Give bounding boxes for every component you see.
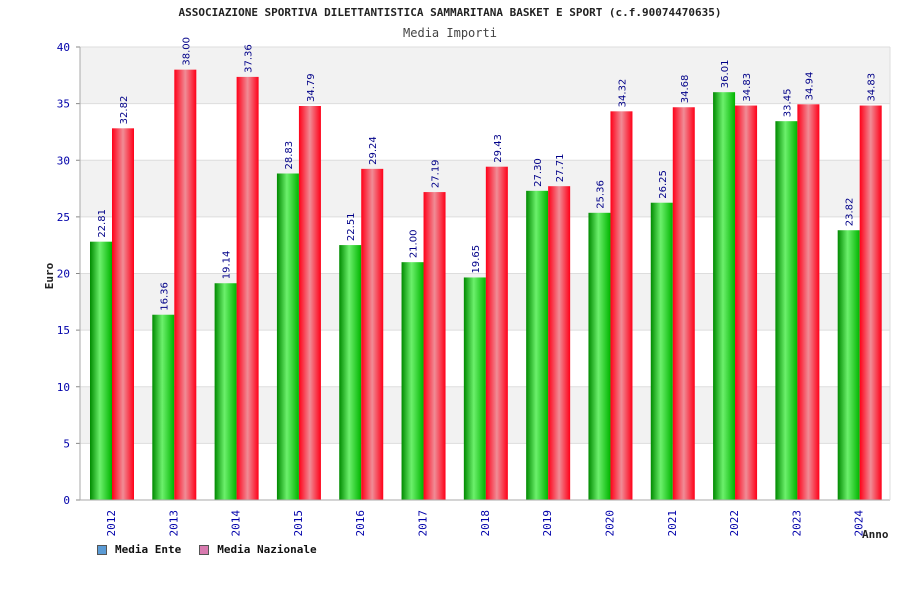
bar-media-ente [401,262,424,500]
legend-item-media-ente: Media Ente [97,543,181,556]
bar-media-ente [588,212,611,500]
bar-media-nazionale [672,107,695,501]
bar-media-nazionale [174,69,197,501]
bar-value-label: 33.45 [782,89,793,118]
bar-value-label: 19.14 [222,251,233,280]
bar-media-ente [837,230,860,500]
bar-media-nazionale [735,105,758,501]
bar-value-label: 22.81 [97,209,108,238]
bar-value-label: 26.25 [658,170,669,199]
bar-value-label: 23.82 [845,198,856,227]
bar-value-label: 28.83 [284,141,295,170]
legend: Media Ente Media Nazionale [97,543,317,556]
bar-media-ente [90,241,112,500]
bar-media-ente [276,173,299,500]
bar-media-nazionale [548,186,571,500]
bar-value-label: 21.00 [409,230,420,259]
x-tick-label: 2017 [417,510,430,537]
bar-media-ente [526,190,549,500]
bar-media-nazionale [610,111,633,501]
bar-media-ente [339,245,362,500]
x-tick-label: 2014 [230,510,243,537]
bar-value-label: 16.36 [159,282,170,311]
bar-value-label: 34.68 [680,75,691,104]
x-tick-label: 2015 [292,510,305,537]
bar-media-ente [463,277,486,500]
y-tick-label: 30 [57,154,70,167]
bar-media-nazionale [423,192,446,501]
chart-title: ASSOCIAZIONE SPORTIVA DILETTANTISTICA SA… [178,6,722,19]
bar-value-label: 22.51 [346,212,357,241]
x-tick-label: 2020 [603,510,616,537]
legend-swatch-media-nazionale [199,544,210,555]
x-tick-label: 2016 [354,510,367,537]
y-tick-label: 35 [57,98,70,111]
bar-value-label: 36.01 [720,60,731,89]
plot-band [80,160,890,217]
bar-media-ente [214,283,237,500]
bar-value-label: 29.43 [493,134,504,163]
x-tick-label: 2013 [167,510,180,537]
bar-value-label: 34.83 [867,73,878,102]
bar-media-ente [713,92,736,500]
y-tick-label: 10 [57,381,70,394]
bar-media-ente [775,121,798,501]
x-axis-label: Anno [862,528,889,541]
x-tick-label: 2024 [853,510,866,537]
bar-value-label: 19.65 [471,245,482,274]
legend-swatch-media-ente [97,544,107,555]
bar-value-label: 34.79 [306,73,317,102]
x-tick-label: 2019 [541,510,554,537]
legend-item-media-nazionale: Media Nazionale [199,543,317,556]
bar-value-label: 25.36 [595,180,606,209]
y-tick-label: 40 [57,41,70,54]
bar-media-ente [152,314,175,500]
bar-value-label: 32.82 [119,96,130,125]
y-axis-label: Euro [43,262,56,289]
y-tick-label: 0 [63,494,70,507]
y-tick-label: 25 [57,211,70,224]
y-tick-label: 20 [57,268,70,281]
bar-media-ente [650,202,673,500]
bar-value-label: 27.19 [431,159,442,188]
bar-media-nazionale [859,105,882,501]
bar-media-nazionale [236,76,259,500]
bar-media-nazionale [361,168,384,500]
y-tick-label: 5 [63,437,70,450]
chart-subtitle: Media Importi [403,26,497,40]
x-tick-label: 2012 [105,510,118,537]
bar-value-label: 38.00 [181,37,192,66]
y-tick-label: 15 [57,324,70,337]
bar-media-nazionale [112,128,134,500]
bar-value-label: 27.71 [555,154,566,183]
bar-value-label: 37.36 [244,44,255,73]
bar-value-label: 34.32 [617,79,628,108]
x-tick-label: 2018 [479,510,492,536]
plot-band [80,47,890,104]
legend-label-media-ente: Media Ente [115,543,182,556]
x-tick-label: 2022 [728,510,741,537]
x-tick-label: 2021 [666,510,679,537]
bar-value-label: 34.83 [742,73,753,102]
x-tick-label: 2023 [790,510,803,537]
bar-media-nazionale [797,104,820,500]
bar-value-label: 34.94 [804,72,815,101]
legend-label-media-nazionale: Media Nazionale [217,543,317,556]
bar-value-label: 27.30 [533,158,544,187]
bar-value-label: 29.24 [368,136,379,165]
bar-media-nazionale [485,166,508,500]
bar-media-nazionale [298,106,321,501]
